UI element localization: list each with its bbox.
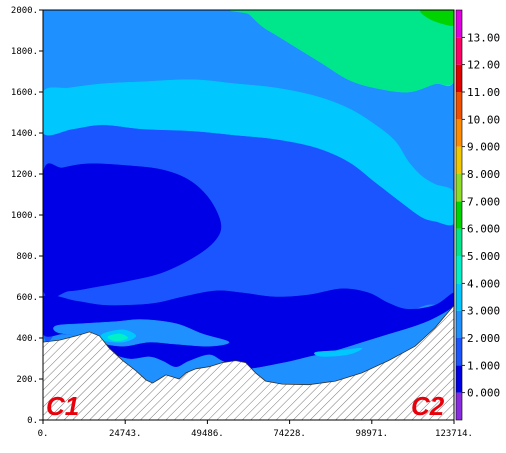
colorbar-segment [456,392,462,420]
y-tick-label: 1800. [11,47,38,57]
colorbar-segment [456,256,462,284]
colorbar-segment [456,146,462,174]
y-tick-label: 400. [16,334,38,344]
colorbar-tick-label: 11.00 [467,86,500,99]
y-tick-label: 600. [16,293,38,303]
colorbar-segment [456,228,462,256]
contour-band-level-3-4 [43,79,454,226]
x-tick-label: 74228. [273,429,306,439]
y-tick-label: 1400. [11,129,38,139]
colorbar-segment [456,310,462,338]
colorbar-tick-label: 13.00 [467,31,500,44]
x-tick-label: 98971. [356,429,389,439]
contour-band-pocket-level-3-4-right [314,347,363,357]
contour-band-pocket-level-4-5 [107,333,128,342]
x-tick-label: 24743. [109,429,142,439]
colorbar-segment [456,338,462,366]
contour-band-level-6-7 [420,10,454,26]
x-axis: 0. 24743. 49486. 74228. 98971. 123714. [38,420,473,439]
label-c2: C2 [411,391,445,421]
colorbar-segment [456,10,462,38]
colorbar-tick-label: 6.000 [467,223,500,236]
terrain-hatch [43,304,454,420]
y-tick-label: 0. [27,416,38,426]
y-tick-label: 2000. [11,6,38,16]
colorbar-tick-label: 9.000 [467,141,500,154]
colorbar-tick-label: 3.000 [467,305,500,318]
label-c1: C1 [46,391,79,421]
x-tick-label: 49486. [191,429,224,439]
colorbar-segment [456,174,462,202]
colorbar-segment [456,283,462,311]
colorbar-tick-label: 5.000 [467,250,500,263]
x-tick-label: 123714. [435,429,473,439]
colorbar-tick-label: 8.000 [467,168,500,181]
contour-band-lower-level-0-1 [43,288,454,370]
colorbar-tick-label: 7.000 [467,195,500,208]
contour-band-core-level-0-1 [43,163,222,299]
colorbar-segment [456,201,462,229]
colorbar-segment [456,119,462,147]
colorbar-segment [456,92,462,120]
y-tick-label: 200. [16,375,38,385]
y-tick-label: 1200. [11,170,38,180]
contour-fills [43,10,454,370]
colorbar: 0.000 1.000 2.000 3.000 4.000 5.000 6.000 7.000… [455,9,500,421]
y-tick-label: 1000. [11,211,38,221]
x-tick-label: 0. [38,429,49,439]
colorbar-segment [456,37,462,65]
y-tick-label: 1600. [11,88,38,98]
colorbar-tick-label: 12.00 [467,59,500,72]
y-axis: 0. 200. 400. 600. 800. 1000. 1200. 1400. 1600. 18… [11,6,43,426]
colorbar-frame [455,9,463,421]
colorbar-segment [456,365,462,393]
colorbar-tick-label: 4.000 [467,277,500,290]
colorbar-tick-label: 10.00 [467,113,500,126]
colorbar-segment [456,64,462,92]
colorbar-tick-label: 1.000 [467,359,500,372]
colorbar-tick-label: 2.000 [467,332,500,345]
y-tick-label: 800. [16,252,38,262]
colorbar-tick-label: 0.000 [467,387,500,400]
